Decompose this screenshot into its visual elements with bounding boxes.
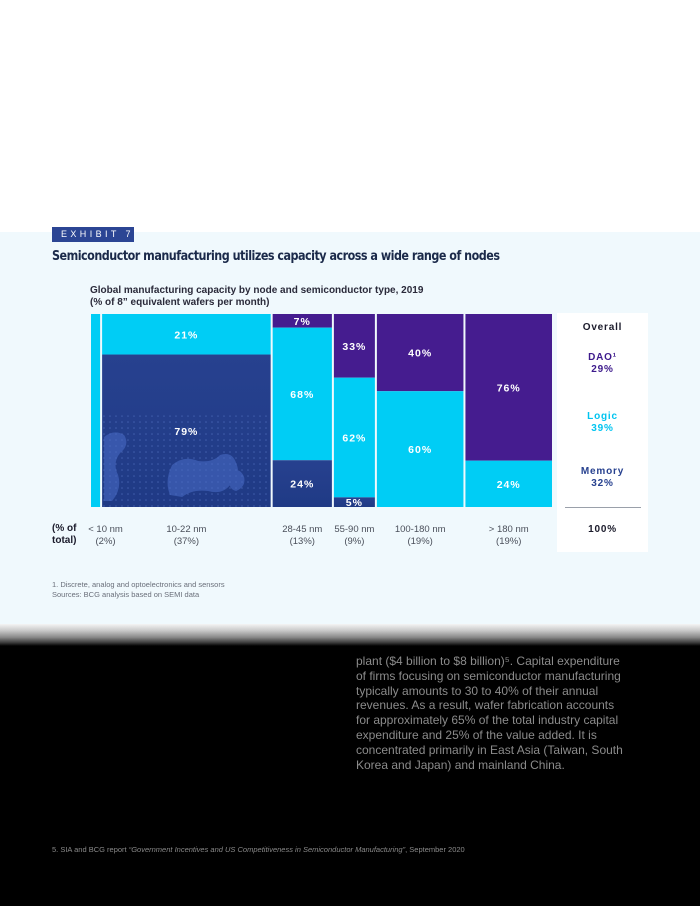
data-label: 7% [294,316,311,328]
footnote-sources: Sources: BCG analysis based on SEMI data [52,590,200,599]
x-tick-share: (2%) [96,536,116,547]
legend-dao-value: 29% [591,364,614,375]
legend-memory-value: 32% [591,478,614,489]
body-line: expenditure and 25% of the value added. … [356,727,597,742]
data-label: 79% [174,426,198,438]
x-tick-share: (19%) [407,536,432,547]
chart-title: Global manufacturing capacity by node an… [90,285,423,309]
data-label: 68% [290,389,314,401]
body-line: revenues. As a result, wafer fabrication… [356,698,615,713]
data-label: 24% [290,479,314,491]
overall-heading: Overall [582,322,623,333]
x-tick-label: 100-180 nm [395,524,446,535]
x-axis-label: (% of total) [52,523,77,546]
body-paragraph: plant ($4 billion to $8 billion)⁵. Capit… [356,654,656,772]
legend-logic-value: 39% [591,423,614,434]
bar-segment-memory-28-45-nm [272,460,332,507]
data-label: 33% [342,341,366,353]
x-tick-share: (19%) [496,536,521,547]
page-footnote-suffix: , September 2020 [405,845,465,854]
bar-segment-memory-55-90-nm [333,497,375,507]
legend-memory-name: Memory [580,466,625,477]
overall-legend: Overall DAO¹ 29% Logic 39% Memory 32% 10… [557,313,648,552]
x-tick-label: < 10 nm [88,524,123,535]
bar-segment-logic-180-nm [465,460,552,507]
data-label: 60% [408,444,432,456]
page-divider-band [0,624,700,646]
chart-title-line-1: Global manufacturing capacity by node an… [90,285,424,296]
page-footnote: 5. SIA and BCG report “Government Incent… [52,845,465,854]
body-line: for approximately 65% of the total indus… [356,713,619,728]
legend-memory: Memory 32% [557,466,648,490]
body-line: Korea and Japan) and mainland China. [356,757,565,772]
bar-segment-logic-10-nm [91,314,101,507]
x-tick-share: (37%) [174,536,199,547]
body-line: typically amounts to 30 to 40% of their … [356,683,599,698]
blank-top-area [0,0,700,232]
data-label: 76% [497,382,521,394]
lower-dark-area [0,646,700,906]
memory-map-pattern [104,432,245,501]
body-line: of firms focusing on semiconductor manuf… [356,668,621,683]
legend-dao: DAO¹ 29% [557,352,648,376]
x-tick-share: (9%) [344,536,364,547]
bar-segment-logic-55-90-nm [333,377,375,498]
bar-segment-dao-100-180-nm [376,314,464,392]
legend-logic: Logic 39% [557,411,648,435]
bar-segment-dao-28-45-nm [272,314,332,328]
x-tick-label: > 180 nm [489,524,529,535]
data-label: 62% [342,433,366,445]
data-label: 24% [497,479,521,491]
legend-dao-name: DAO¹ [588,352,617,363]
x-tick-label: 28-45 nm [282,524,322,535]
body-line: concentrated primarily in East Asia (Tai… [356,742,623,757]
page-footnote-prefix: 5. SIA and BCG report [52,845,129,854]
body-line: plant ($4 billion to $8 billion)⁵. Capit… [356,654,620,668]
legend-logic-name: Logic [587,411,618,422]
chart-footnotes: 1. Discrete, analog and optoelectronics … [52,580,225,600]
page-footnote-title: “Government Incentives and US Competitiv… [128,845,406,854]
bar-segment-logic-28-45-nm [272,327,332,461]
legend-separator [565,507,641,508]
footnote-1: 1. Discrete, analog and optoelectronics … [52,580,225,589]
bar-segment-logic-100-180-nm [376,391,464,507]
exhibit-tag: EXHIBIT 7 [52,227,134,242]
bar-segment-dao-180-nm [465,314,552,461]
chart-title-line-2: (% of 8” equivalent wafers per month) [90,297,270,308]
x-tick-label: 10-22 nm [166,524,206,535]
bar-segment-dao-55-90-nm [333,314,375,378]
overall-total: 100% [588,524,617,535]
data-label: 5% [346,497,363,509]
data-label: 40% [408,348,432,360]
exhibit-title: Semiconductor manufacturing utilizes cap… [52,249,500,264]
x-tick-share: (13%) [290,536,315,547]
bar-segment-logic-10-22-nm [102,314,271,355]
data-label: 21% [174,329,198,341]
x-tick-label: 55-90 nm [334,524,374,535]
